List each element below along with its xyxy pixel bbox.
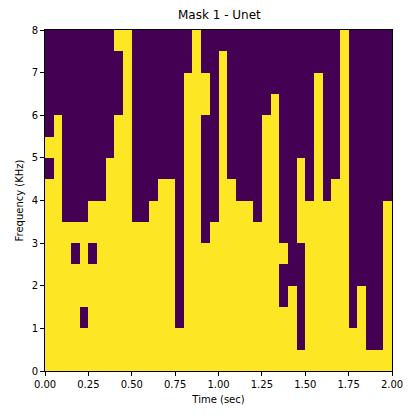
- svg-text:8: 8: [32, 25, 38, 36]
- svg-text:1.75: 1.75: [337, 379, 359, 390]
- svg-text:Frequency (KHz): Frequency (KHz): [14, 159, 25, 241]
- svg-text:1.50: 1.50: [294, 379, 316, 390]
- svg-text:0: 0: [32, 366, 38, 377]
- svg-text:6: 6: [32, 110, 38, 121]
- svg-text:Mask 1 - Unet: Mask 1 - Unet: [178, 8, 261, 22]
- svg-text:0.50: 0.50: [121, 379, 143, 390]
- svg-text:5: 5: [32, 152, 38, 163]
- svg-text:2: 2: [32, 280, 38, 291]
- svg-text:1.00: 1.00: [207, 379, 229, 390]
- svg-text:2.00: 2.00: [381, 379, 403, 390]
- svg-text:1.25: 1.25: [251, 379, 273, 390]
- svg-text:1: 1: [32, 323, 38, 334]
- svg-text:7: 7: [32, 67, 38, 78]
- svg-text:0.00: 0.00: [34, 379, 56, 390]
- svg-text:0.25: 0.25: [77, 379, 99, 390]
- svg-text:0.75: 0.75: [164, 379, 186, 390]
- svg-text:3: 3: [32, 238, 38, 249]
- svg-text:4: 4: [32, 195, 38, 206]
- svg-text:Time (sec): Time (sec): [191, 394, 244, 405]
